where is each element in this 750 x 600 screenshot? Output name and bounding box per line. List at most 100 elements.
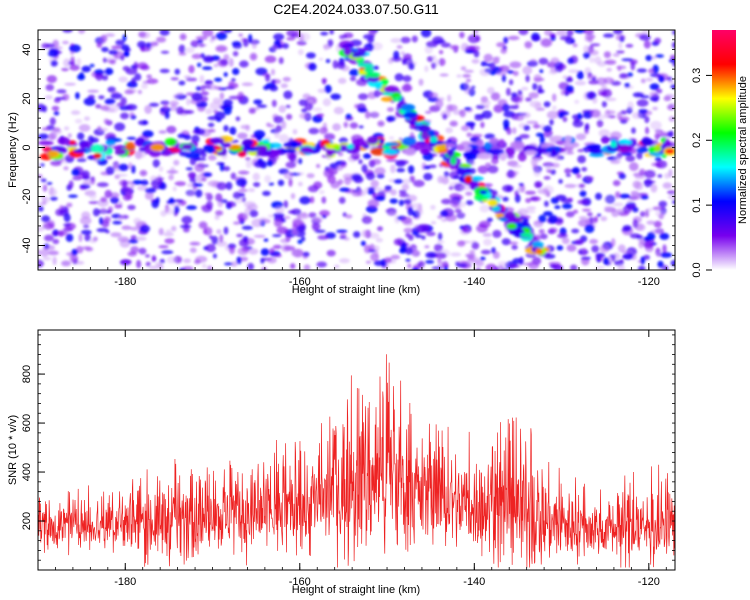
heatmap-noise-cell bbox=[365, 172, 376, 181]
heatmap-noise-cell bbox=[200, 91, 209, 96]
x-tick-label: -160 bbox=[289, 276, 311, 288]
heatmap-noise-cell bbox=[202, 84, 208, 89]
heatmap-noise-cell bbox=[349, 122, 359, 129]
heatmap-noise-cell bbox=[141, 83, 148, 90]
heatmap-noise-cell bbox=[183, 227, 190, 233]
heatmap-noise-cell bbox=[211, 235, 219, 245]
heatmap-noise-cell bbox=[62, 227, 74, 232]
heatmap-noise-cell bbox=[166, 256, 177, 264]
heatmap-noise-cell bbox=[608, 115, 616, 119]
heatmap-noise-cell bbox=[565, 85, 574, 93]
heatmap-noise-cell bbox=[407, 165, 415, 174]
heatmap-noise-cell bbox=[589, 57, 595, 63]
heatmap-noise-cell bbox=[70, 110, 81, 115]
heatmap-noise-cell bbox=[402, 53, 412, 60]
heatmap-noise-cell bbox=[299, 112, 310, 120]
heatmap-noise-cell bbox=[283, 245, 296, 251]
heatmap-noise-cell bbox=[643, 241, 654, 249]
heatmap-noise-cell bbox=[316, 113, 325, 118]
heatmap-noise-cell bbox=[631, 112, 643, 119]
heatmap-noise-cell bbox=[528, 92, 539, 99]
heatmap-noise-cell bbox=[562, 75, 568, 80]
heatmap-noise-cell bbox=[449, 199, 460, 208]
heatmap-noise-cell bbox=[248, 248, 259, 255]
heatmap-noise-cell bbox=[575, 133, 587, 141]
heatmap-noise-cell bbox=[652, 106, 658, 111]
heatmap-feature-cell bbox=[47, 150, 60, 158]
heatmap-noise-cell bbox=[164, 111, 170, 119]
heatmap-feature-cell bbox=[184, 152, 201, 159]
heatmap-noise-cell bbox=[666, 131, 673, 138]
heatmap-noise-cell bbox=[603, 205, 613, 210]
heatmap-noise-cell bbox=[79, 216, 92, 225]
heatmap-noise-cell bbox=[224, 262, 233, 266]
heatmap-noise-cell bbox=[615, 191, 621, 199]
heatmap-noise-cell bbox=[384, 257, 392, 263]
heatmap-frame bbox=[37, 29, 676, 271]
heatmap-feature-cell bbox=[564, 135, 572, 144]
heatmap-noise-cell bbox=[589, 91, 595, 100]
heatmap-noise-cell bbox=[202, 66, 213, 70]
heatmap-feature-cell bbox=[73, 148, 89, 154]
heatmap-noise-cell bbox=[613, 156, 622, 165]
heatmap-noise-cell bbox=[672, 62, 675, 67]
heatmap-noise-cell bbox=[343, 237, 350, 241]
x-tick-label: -180 bbox=[114, 576, 136, 588]
heatmap-noise-cell bbox=[511, 244, 518, 250]
heatmap-noise-cell bbox=[64, 82, 76, 86]
heatmap-noise-cell bbox=[399, 193, 410, 198]
heatmap-noise-cell bbox=[178, 80, 186, 86]
heatmap-noise-cell bbox=[109, 192, 120, 198]
heatmap-noise-cell bbox=[115, 39, 125, 46]
heatmap-noise-cell bbox=[41, 127, 50, 131]
heatmap-noise-cell bbox=[42, 256, 52, 261]
heatmap-noise-cell bbox=[537, 188, 549, 194]
heatmap-noise-cell bbox=[576, 173, 582, 179]
heatmap-noise-cell bbox=[209, 37, 218, 42]
heatmap-noise-cell bbox=[371, 158, 382, 165]
heatmap-noise-cell bbox=[388, 57, 394, 64]
heatmap-noise-cell bbox=[454, 208, 462, 213]
heatmap-noise-cell bbox=[480, 99, 491, 107]
heatmap-noise-cell bbox=[117, 236, 130, 243]
heatmap-feature-cell bbox=[404, 147, 416, 156]
heatmap-noise-cell bbox=[303, 264, 311, 270]
heatmap-noise-cell bbox=[96, 182, 109, 188]
heatmap-noise-cell bbox=[462, 74, 471, 78]
heatmap-noise-cell bbox=[365, 217, 372, 222]
heatmap-noise-cell bbox=[195, 255, 208, 263]
heatmap-noise-cell bbox=[212, 253, 217, 259]
heatmap-noise-cell bbox=[586, 176, 594, 181]
heatmap-noise-cell bbox=[241, 246, 250, 253]
heatmap-noise-cell bbox=[121, 180, 128, 188]
heatmap-noise-cell bbox=[66, 202, 73, 208]
heatmap-noise-cell bbox=[572, 120, 584, 128]
heatmap-noise-cell bbox=[567, 57, 574, 65]
heatmap-noise-cell bbox=[389, 198, 398, 204]
heatmap-noise-cell bbox=[278, 57, 284, 65]
heatmap-noise-cell bbox=[617, 264, 625, 270]
heatmap-noise-cell bbox=[654, 37, 662, 44]
heatmap-noise-cell bbox=[449, 45, 458, 50]
snr-y-ticks: 200 400 600 800 bbox=[21, 334, 675, 571]
heatmap-feature-cell bbox=[246, 146, 259, 152]
heatmap-noise-cell bbox=[110, 92, 123, 100]
heatmap-noise-cell bbox=[55, 208, 64, 216]
heatmap-feature-cell bbox=[38, 140, 54, 146]
heatmap-noise-cell bbox=[390, 189, 397, 196]
heatmap-noise-cell bbox=[440, 210, 449, 218]
heatmap-noise-cell bbox=[549, 119, 554, 126]
heatmap-noise-cell bbox=[321, 196, 327, 204]
heatmap-noise-cell bbox=[299, 196, 311, 205]
heatmap-noise-cell bbox=[643, 170, 656, 179]
heatmap-noise-cell bbox=[467, 255, 475, 260]
heatmap-noise-cell bbox=[120, 97, 127, 106]
heatmap-noise-cell bbox=[44, 95, 53, 100]
heatmap-noise-cell bbox=[102, 57, 108, 63]
heatmap-noise-cell bbox=[38, 249, 41, 256]
heatmap-noise-cell bbox=[622, 225, 632, 231]
heatmap-noise-cell bbox=[465, 191, 473, 196]
heatmap-noise-cell bbox=[319, 126, 328, 135]
heatmap-noise-cell bbox=[640, 195, 649, 200]
heatmap-feature-cell bbox=[477, 152, 492, 160]
